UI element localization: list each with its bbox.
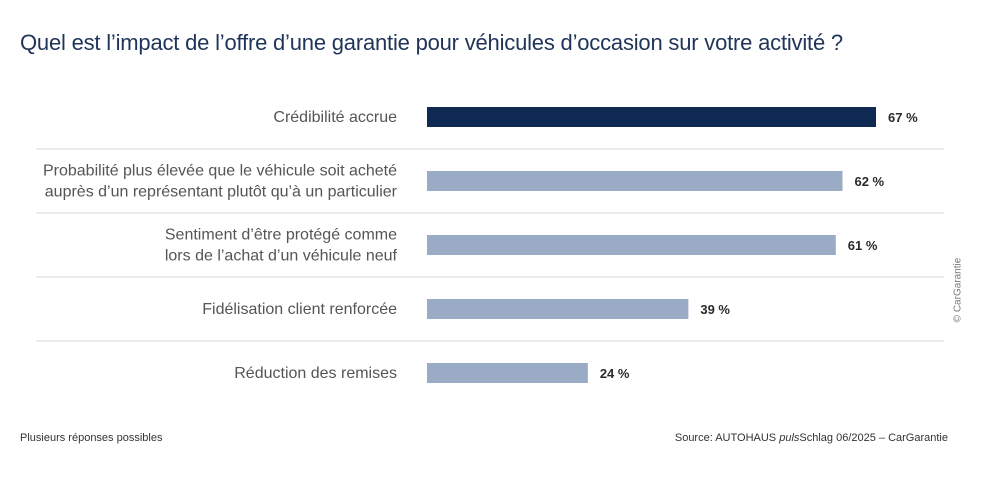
category-label: Réduction des remises bbox=[234, 365, 397, 382]
category-label: Probabilité plus élevée que le véhicule … bbox=[43, 163, 397, 180]
source-prefix: Source: AUTOHAUS bbox=[674, 432, 780, 444]
value-label: 67 % bbox=[888, 110, 918, 125]
source-suffix: Schlag 06/2025 – CarGarantie bbox=[799, 432, 948, 444]
source-note: Source: AUTOHAUS pulsSchlag 06/2025 – Ca… bbox=[675, 432, 948, 444]
bar bbox=[427, 363, 588, 383]
category-label: Sentiment d’être protégé comme bbox=[165, 227, 397, 244]
category-label: Fidélisation client renforcée bbox=[202, 301, 397, 318]
source-italic: puls bbox=[779, 432, 800, 444]
footnote: Plusieurs réponses possibles bbox=[20, 432, 163, 444]
chart-title: Quel est l’impact de l’offre d’une garan… bbox=[20, 30, 843, 55]
category-label: lors de l’achat d’un véhicule neuf bbox=[165, 248, 398, 265]
bar bbox=[427, 171, 843, 191]
bar bbox=[427, 107, 876, 127]
copyright-notice: © CarGarantie bbox=[952, 257, 964, 323]
bar bbox=[427, 235, 836, 255]
value-label: 39 % bbox=[700, 302, 730, 317]
bar bbox=[427, 299, 689, 319]
value-label: 62 % bbox=[854, 174, 884, 189]
category-label: Crédibilité accrue bbox=[273, 109, 397, 126]
value-label: 61 % bbox=[848, 238, 878, 253]
category-label: auprès d’un représentant plutôt qu’à un … bbox=[45, 184, 398, 201]
value-label: 24 % bbox=[600, 366, 630, 381]
